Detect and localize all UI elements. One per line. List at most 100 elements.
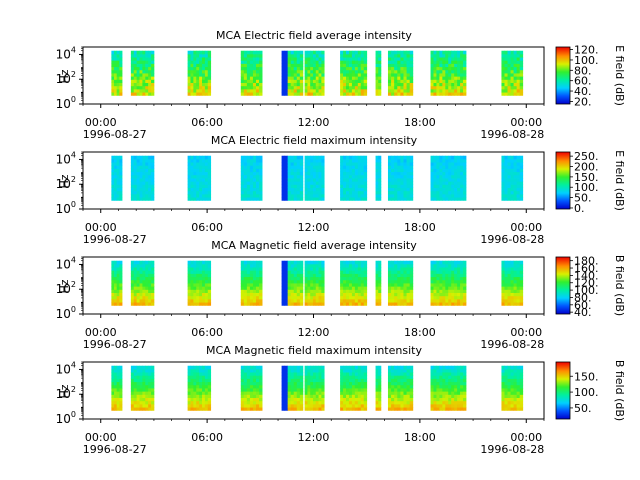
heatmap-cell bbox=[139, 73, 143, 77]
heatmap-cell bbox=[451, 276, 455, 281]
heatmap-cell bbox=[400, 178, 404, 182]
heatmap-cell bbox=[249, 295, 254, 300]
heatmap-cell bbox=[111, 168, 115, 173]
heatmap-cell bbox=[315, 155, 319, 160]
heatmap-cell bbox=[187, 165, 191, 169]
heatmap-cell bbox=[454, 60, 458, 64]
heatmap-cell bbox=[318, 302, 322, 306]
heatmap-cell bbox=[463, 397, 467, 402]
heatmap-cell bbox=[312, 168, 317, 173]
heatmap-cell bbox=[207, 92, 212, 96]
heatmap-cell bbox=[457, 372, 461, 376]
heatmap-cell bbox=[304, 260, 308, 265]
heatmap-cell bbox=[340, 289, 344, 293]
heatmap-cell bbox=[357, 394, 362, 398]
heatmap-cell bbox=[190, 391, 194, 395]
heatmap-cell bbox=[463, 73, 467, 77]
heatmap-cell bbox=[507, 181, 511, 185]
heatmap-cell bbox=[375, 155, 379, 160]
heatmap-cell bbox=[243, 270, 248, 274]
heatmap-cell bbox=[507, 263, 511, 268]
heatmap-cell bbox=[284, 92, 289, 96]
heatmap-cell bbox=[259, 162, 263, 166]
heatmap-cell bbox=[442, 82, 446, 87]
heatmap-cell bbox=[207, 79, 212, 83]
heatmap-cell bbox=[445, 298, 449, 303]
heatmap-cell bbox=[299, 85, 304, 90]
heatmap-cell bbox=[136, 88, 140, 93]
heatmap-cell bbox=[378, 187, 382, 192]
heatmap-cell bbox=[439, 57, 443, 61]
heatmap-cell bbox=[199, 384, 203, 389]
heatmap-cell bbox=[293, 60, 298, 64]
heatmap-cell bbox=[501, 92, 505, 96]
heatmap-cell bbox=[403, 73, 407, 77]
heatmap-cell bbox=[409, 66, 414, 71]
heatmap-cell bbox=[136, 400, 140, 405]
heatmap-cell bbox=[193, 270, 197, 274]
heatmap-cell bbox=[448, 190, 452, 195]
heatmap-cell bbox=[501, 372, 505, 376]
heatmap-cell bbox=[139, 270, 143, 274]
heatmap-cell bbox=[360, 63, 365, 68]
heatmap-cell bbox=[343, 286, 347, 290]
heatmap-cell bbox=[409, 394, 414, 398]
heatmap-cell bbox=[240, 88, 245, 93]
heatmap-cell bbox=[133, 165, 138, 169]
heatmap-cell bbox=[187, 155, 191, 160]
heatmap-cell bbox=[151, 381, 155, 386]
heatmap-cell bbox=[448, 391, 452, 395]
heatmap-cell bbox=[202, 289, 206, 293]
heatmap-cell bbox=[111, 276, 115, 281]
heatmap-cell bbox=[114, 66, 118, 71]
heatmap-cell bbox=[299, 270, 304, 274]
heatmap-cell bbox=[510, 283, 514, 287]
heatmap-cell bbox=[145, 260, 149, 265]
heatmap-cell bbox=[133, 267, 138, 271]
heatmap-cell bbox=[510, 403, 514, 408]
heatmap-cell bbox=[406, 391, 411, 395]
heatmap-cell bbox=[504, 190, 508, 195]
heatmap-cell bbox=[351, 181, 356, 185]
heatmap-cell bbox=[296, 403, 301, 408]
heatmap-cell bbox=[346, 384, 350, 389]
heatmap-cell bbox=[409, 292, 414, 297]
heatmap-cell bbox=[348, 270, 353, 274]
heatmap-cell bbox=[406, 50, 411, 55]
heatmap-cell bbox=[312, 397, 317, 402]
heatmap-cell bbox=[394, 283, 398, 287]
heatmap-cell bbox=[119, 289, 123, 293]
heatmap-cell bbox=[387, 384, 392, 389]
heatmap-cell bbox=[249, 178, 254, 182]
heatmap-cell bbox=[436, 82, 440, 87]
heatmap-cell bbox=[409, 391, 414, 395]
heatmap-cell bbox=[116, 171, 120, 176]
heatmap-cell bbox=[133, 171, 138, 176]
heatmap-cell bbox=[430, 403, 434, 408]
heatmap-cell bbox=[252, 260, 257, 265]
heatmap-cell bbox=[114, 85, 118, 90]
heatmap-cell bbox=[387, 403, 392, 408]
heatmap-cell bbox=[442, 298, 446, 303]
heatmap-cell bbox=[312, 57, 317, 61]
heatmap-cell bbox=[136, 368, 140, 373]
heatmap-cell bbox=[354, 53, 359, 58]
heatmap-cell bbox=[403, 388, 407, 392]
heatmap-cell bbox=[391, 394, 395, 398]
heatmap-cell bbox=[318, 155, 322, 160]
heatmap-cell bbox=[252, 397, 257, 402]
heatmap-cell bbox=[394, 69, 398, 74]
heatmap-cell bbox=[439, 263, 443, 268]
heatmap-cell bbox=[240, 267, 245, 271]
heatmap-cell bbox=[519, 260, 524, 265]
heatmap-cell bbox=[114, 178, 118, 182]
heatmap-cell bbox=[196, 88, 200, 93]
heatmap-cell bbox=[460, 292, 464, 297]
heatmap-cell bbox=[439, 292, 443, 297]
heatmap-cell bbox=[406, 368, 411, 373]
heatmap-cell bbox=[142, 273, 146, 278]
y-tick-label: 104 bbox=[56, 360, 76, 376]
heatmap-cell bbox=[190, 394, 194, 398]
heatmap-cell bbox=[391, 381, 395, 386]
heatmap-cell bbox=[433, 88, 437, 93]
